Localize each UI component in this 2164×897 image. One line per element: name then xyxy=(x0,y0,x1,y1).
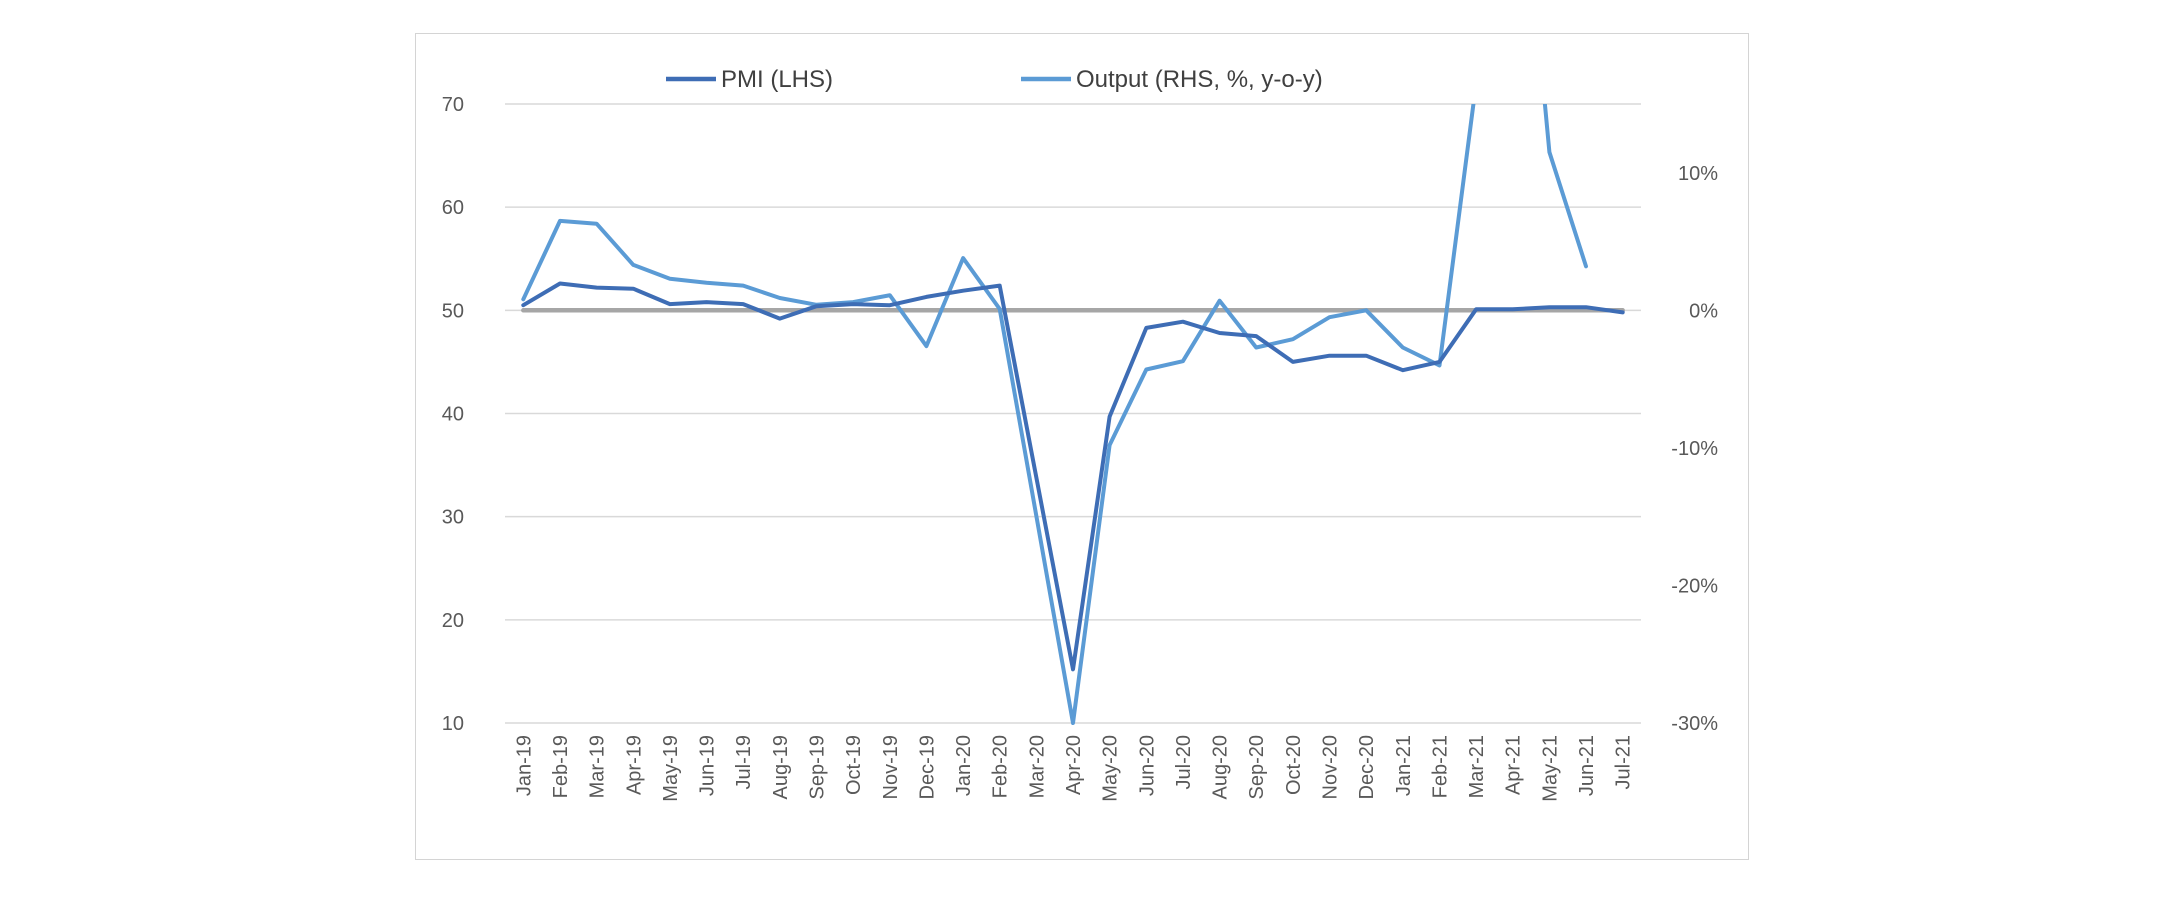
left-axis-ticks: 10 20 30 40 50 60 70 xyxy=(442,94,464,735)
left-tick-label: 20 xyxy=(442,610,464,632)
x-tick-label: Apr-20 xyxy=(1063,735,1085,795)
x-tick-label: Jul-20 xyxy=(1173,735,1195,789)
legend: PMI (LHS) Output (RHS, %, y-o-y) xyxy=(666,66,1323,93)
chart-frame: 10 20 30 40 50 60 70 -30% -20% -10% 0% 10% Jan-19 F… xyxy=(415,33,1749,860)
x-tick-label: Sep-19 xyxy=(806,735,828,800)
x-tick-label: Sep-20 xyxy=(1246,735,1268,800)
x-tick-label: May-20 xyxy=(1100,735,1122,802)
x-tick-label: Jul-19 xyxy=(733,735,755,789)
left-tick-label: 10 xyxy=(442,713,464,735)
x-tick-label: Nov-19 xyxy=(880,735,902,799)
x-tick-label: Jun-19 xyxy=(697,735,719,796)
x-tick-label: Jun-21 xyxy=(1576,735,1598,796)
left-tick-label: 70 xyxy=(442,94,464,116)
x-tick-label: Aug-20 xyxy=(1210,735,1232,800)
line-chart: 10 20 30 40 50 60 70 -30% -20% -10% 0% 10% Jan-19 F… xyxy=(442,66,1718,802)
x-tick-label: Apr-19 xyxy=(623,735,645,795)
legend-label: Output (RHS, %, y-o-y) xyxy=(1076,66,1323,93)
x-tick-label: Mar-20 xyxy=(1026,735,1048,798)
x-tick-label: May-21 xyxy=(1539,735,1561,802)
series-line-pmi xyxy=(521,281,1625,672)
x-tick-label: Oct-19 xyxy=(843,735,865,795)
series-line-output xyxy=(521,104,1588,725)
x-tick-label: Mar-21 xyxy=(1466,735,1488,798)
x-tick-label: Dec-20 xyxy=(1356,735,1378,799)
x-tick-label: Apr-21 xyxy=(1503,735,1525,795)
x-tick-label: Jan-21 xyxy=(1393,735,1415,796)
right-tick-label: -10% xyxy=(1671,438,1718,460)
left-tick-label: 40 xyxy=(442,404,464,426)
legend-label: PMI (LHS) xyxy=(721,66,833,93)
x-tick-label: Dec-19 xyxy=(916,735,938,799)
x-tick-label: Jan-20 xyxy=(953,735,975,796)
x-tick-label: Feb-20 xyxy=(990,735,1012,798)
x-tick-label: Feb-21 xyxy=(1429,735,1451,798)
left-tick-label: 30 xyxy=(442,507,464,529)
x-tick-label: Aug-19 xyxy=(770,735,792,800)
right-tick-label: -30% xyxy=(1671,713,1718,735)
x-tick-label: Mar-19 xyxy=(587,735,609,798)
x-tick-label: Oct-20 xyxy=(1283,735,1305,795)
right-tick-label: -20% xyxy=(1671,575,1718,597)
right-axis-ticks: -30% -20% -10% 0% 10% xyxy=(1671,163,1718,735)
gridlines xyxy=(505,103,1641,724)
x-tick-label: Nov-20 xyxy=(1320,735,1342,799)
series-lines xyxy=(521,104,1625,725)
left-tick-label: 60 xyxy=(442,197,464,219)
right-tick-label: 10% xyxy=(1678,163,1718,185)
x-tick-label: Jan-19 xyxy=(513,735,535,796)
x-tick-label: Jul-21 xyxy=(1613,735,1635,789)
x-axis-ticks: Jan-19 Feb-19 Mar-19 Apr-19 May-19 Jun-19 Jul-… xyxy=(513,735,1634,802)
right-tick-label: 0% xyxy=(1689,300,1718,322)
x-tick-label: Jun-20 xyxy=(1136,735,1158,796)
x-tick-label: May-19 xyxy=(660,735,682,802)
left-tick-label: 50 xyxy=(442,300,464,322)
x-tick-label: Feb-19 xyxy=(550,735,572,798)
